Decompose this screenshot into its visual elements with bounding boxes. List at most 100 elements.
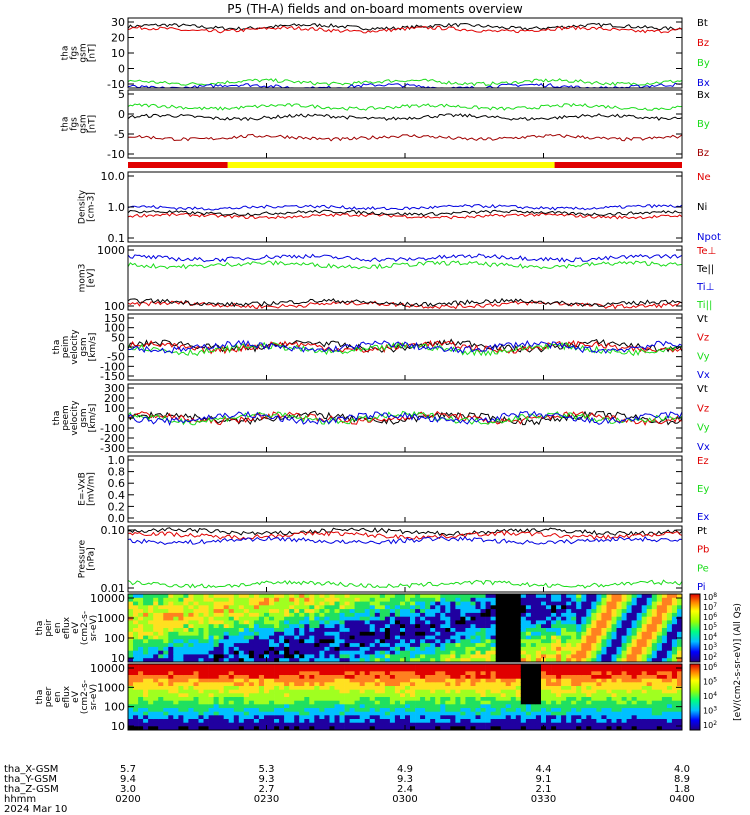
spectrogram-cell	[359, 658, 366, 663]
spectrogram-cell	[389, 639, 396, 644]
spectrogram-cell	[279, 654, 285, 659]
spectrogram-cell	[319, 631, 325, 636]
spectrogram-cell	[163, 708, 169, 713]
spectrogram-cell	[500, 682, 507, 687]
spectrogram-cell	[646, 711, 653, 716]
spectrogram-cell	[586, 605, 592, 610]
spectrogram-cell	[183, 708, 189, 713]
spectrogram-cell	[143, 605, 149, 610]
spectrogram-cell	[500, 646, 507, 652]
y-tick-label: -150	[100, 370, 125, 383]
spectrogram-cell	[571, 667, 577, 672]
spectrogram-cell	[666, 601, 673, 606]
spectrogram-cell	[269, 643, 275, 648]
spectrogram-cell	[455, 726, 461, 731]
spectrogram-cell	[213, 639, 219, 644]
spectrogram-cell	[475, 654, 481, 659]
spectrogram-cell	[505, 686, 512, 691]
spectrogram-cell	[470, 605, 476, 610]
spectrogram-cell	[243, 624, 250, 629]
spectrogram-cell	[133, 700, 139, 705]
spectrogram-cell	[636, 635, 643, 640]
spectrogram-cell	[661, 624, 668, 629]
spectrogram-cell	[465, 628, 471, 633]
spectrogram-cell	[188, 689, 194, 694]
spectrogram-cell	[374, 635, 381, 640]
spectrogram-cell	[455, 643, 461, 648]
spectrogram-cell	[430, 667, 436, 672]
spectrogram-cell	[546, 697, 552, 702]
spectrogram-cell	[198, 693, 204, 698]
y-tick-label: 10	[111, 47, 125, 60]
spectrogram-cell	[349, 650, 355, 655]
spectrogram-cell	[405, 689, 411, 694]
spectrogram-cell	[666, 686, 673, 691]
spectrogram-cell	[601, 682, 607, 687]
spectrogram-cell	[223, 594, 230, 599]
spectrogram-cell	[253, 667, 260, 672]
spectrogram-cell	[208, 624, 214, 629]
spectrogram-cell	[163, 654, 169, 659]
spectrogram-cell	[586, 667, 592, 672]
spectrogram-cell	[626, 693, 632, 698]
spectrogram-cell	[450, 594, 456, 599]
spectrogram-cell	[218, 722, 225, 727]
spectrogram-cell	[666, 597, 673, 602]
spectrogram-cell	[334, 726, 340, 731]
y-label-line: Pressure	[78, 539, 88, 578]
spectrogram-cell	[435, 631, 441, 636]
spectrogram-cell	[264, 671, 270, 676]
spectrogram-cell	[405, 682, 411, 687]
spectrogram-cell	[500, 654, 507, 659]
spectrogram-cell	[248, 597, 255, 602]
spectrogram-cell	[450, 643, 456, 648]
spectrogram-cell	[163, 697, 169, 702]
spectrogram-cell	[324, 715, 330, 720]
spectrogram-cell	[339, 708, 345, 713]
spectrogram-cell	[601, 675, 607, 680]
spectrogram-cell	[228, 704, 235, 709]
spectrogram-cell	[349, 711, 355, 716]
spectrogram-cell	[379, 594, 386, 599]
spectrogram-cell	[651, 643, 658, 648]
spectrogram-cell	[566, 612, 572, 618]
spectrogram-cell	[294, 654, 300, 659]
spectrogram-cell	[430, 675, 436, 680]
spectrogram-cell	[253, 609, 260, 614]
spectrogram-cell	[183, 689, 189, 694]
spectrogram-cell	[661, 711, 668, 716]
spectrogram-cell	[495, 697, 502, 702]
spectrogram-cell	[591, 612, 597, 618]
spectrogram-cell	[541, 612, 547, 618]
spectrogram-cell	[223, 609, 230, 614]
spectrogram-cell	[359, 678, 366, 683]
ephem-row: tha_X-GSM 5.7 5.3 4.9 4.4 4.0	[4, 765, 704, 775]
spectrogram-cell	[173, 671, 179, 676]
spectrogram-cell	[133, 726, 139, 731]
series-line-Pt	[127, 527, 683, 537]
spectrogram-cell	[128, 708, 134, 713]
spectrogram-cell	[535, 601, 542, 606]
spectrogram-cell	[364, 686, 371, 691]
spectrogram-cell	[319, 605, 325, 610]
spectrogram-cell	[138, 605, 144, 610]
spectrogram-cell	[253, 664, 260, 669]
spectrogram-cell	[566, 624, 572, 629]
spectrogram-cell	[309, 726, 315, 731]
spectrogram-cell	[284, 708, 290, 713]
spectrogram-cell	[460, 624, 466, 629]
spectrogram-cell	[274, 722, 280, 727]
spectrogram-cell	[566, 693, 572, 698]
spectrogram-cell	[158, 682, 164, 687]
y-axis-label: tha fgs gsm [nT]	[61, 43, 98, 62]
spectrogram-cell	[626, 719, 632, 724]
spectrogram-cell	[153, 594, 159, 599]
spectrogram-cell	[611, 643, 617, 648]
spectrogram-cell	[274, 708, 280, 713]
spectrogram-cell	[505, 616, 512, 621]
spectrogram-cell	[546, 639, 552, 644]
spectrogram-cell	[284, 664, 290, 669]
spectrogram-cell	[258, 605, 265, 610]
spectrogram-cell	[475, 631, 481, 636]
spectrogram-cell	[677, 624, 683, 629]
